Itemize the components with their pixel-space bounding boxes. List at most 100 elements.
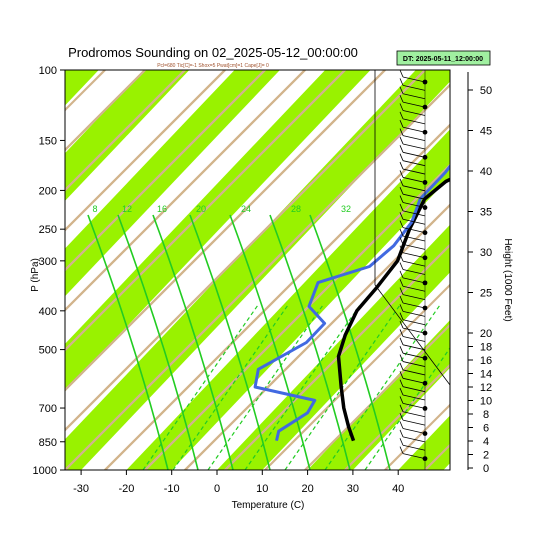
- moist-adiabat-line: [144, 163, 450, 470]
- sounding-profiles: [253, 163, 450, 442]
- wind-barb-staff: [402, 269, 426, 275]
- wind-barb-flag: [399, 396, 404, 404]
- wind-barbs: [374, 69, 451, 470]
- x-tick-label: 30: [347, 483, 359, 495]
- wind-barb-flag: [399, 329, 404, 337]
- wind-barb-flag: [399, 362, 404, 371]
- wind-barb-staff: [402, 377, 426, 384]
- mixing-ratio-line: [364, 346, 450, 470]
- height-tick-label: 4: [483, 436, 489, 448]
- saturated-adiabat-line: [87, 214, 169, 470]
- wind-barb-staff: [402, 403, 426, 409]
- y-tick-label: 100: [39, 65, 57, 77]
- wind-barb-flag: [399, 262, 404, 270]
- wind-barb-staff: [402, 336, 426, 342]
- wind-barb-staff: [402, 361, 426, 367]
- wind-barb-staff: [402, 177, 426, 183]
- wind-barb-flag: [399, 178, 404, 186]
- y-tick-label: 250: [39, 224, 57, 236]
- y-tick-label: 1000: [33, 465, 57, 477]
- wind-barb-flag: [399, 346, 404, 354]
- y-tick-label: 500: [39, 345, 57, 357]
- height-tick-label: 6: [483, 423, 489, 435]
- wind-barb-staff: [402, 84, 426, 91]
- wind-barb-staff: [402, 227, 426, 234]
- temperature-line: [336, 177, 450, 442]
- saturated-adiabat-line: [117, 214, 199, 470]
- x-tick-label: -20: [118, 483, 134, 495]
- dry-adiabat-line: [344, 363, 450, 470]
- dt-label: DT: 2025-05-11_12:00:00: [403, 56, 483, 63]
- height-tick-label: 30: [480, 247, 492, 259]
- x-tick-label: 20: [301, 483, 313, 495]
- wind-barb-flag: [399, 404, 404, 412]
- wind-station-dot: [422, 330, 428, 336]
- chart-title: Prodromos Sounding on 02_2025-05-12_00:0…: [68, 45, 358, 60]
- chart-subtitle: Pcl=680 Tic[C]=-1 Shox=5 Pwat[cm]=1 Cape…: [157, 63, 269, 69]
- x-tick-label: 0: [214, 483, 220, 495]
- wind-barb-staff: [402, 185, 426, 192]
- wind-station-dot: [422, 456, 428, 462]
- wind-barb-flag: [399, 412, 404, 421]
- mixing-ratio-label: 8: [92, 204, 97, 214]
- mixing-ratio-line: [244, 304, 361, 470]
- wind-barb-flag: [399, 111, 404, 120]
- saturated-adiabat-line: [189, 214, 271, 470]
- saturated-adiabat-line: [229, 214, 311, 470]
- mixing-ratio-label: 12: [122, 204, 132, 214]
- wind-station-dot: [422, 205, 428, 210]
- wind-barb-staff: [402, 76, 426, 83]
- height-tick-label: 18: [480, 342, 492, 354]
- wind-barb-flag: [399, 187, 404, 195]
- wind-barb-staff: [402, 110, 426, 116]
- wind-barb-flag: [399, 103, 404, 111]
- moist-adiabat-line: [65, 70, 346, 352]
- wind-barb-flag: [399, 78, 404, 86]
- wind-barb-flag: [399, 438, 404, 446]
- isotherm-band: [65, 70, 190, 201]
- height-tick-label: 50: [480, 85, 492, 97]
- wind-barb-staff: [402, 444, 426, 451]
- height-tick-label: 12: [480, 382, 492, 394]
- wind-barb-flag: [399, 287, 404, 295]
- isotherm-band: [126, 129, 450, 470]
- y-tick-label: 850: [39, 437, 57, 449]
- wind-barb-staff: [402, 244, 426, 250]
- y-tick-label: 150: [39, 135, 57, 147]
- wind-barb-flag: [399, 379, 404, 387]
- wind-barb-flag: [399, 136, 404, 145]
- wind-barb-flag: [399, 128, 404, 136]
- height-tick-label: 2: [483, 450, 489, 462]
- plot-frame: [64, 69, 451, 471]
- wind-station-dot: [422, 431, 428, 436]
- mixing-ratio-label: 28: [291, 204, 301, 214]
- moist-adiabat-line: [65, 83, 450, 470]
- x-tick-label: 40: [392, 483, 404, 495]
- wind-barb-staff: [402, 352, 426, 359]
- isotherm-band: [65, 70, 450, 470]
- height-tick-label: 20: [480, 328, 492, 340]
- wind-station-dot: [422, 380, 428, 386]
- isotherm-band: [65, 70, 371, 392]
- y-axis-ticks: 100 150 200 250 300 400 500 700 850 1000: [33, 65, 65, 477]
- height-tick-label: 35: [480, 207, 492, 219]
- mixing-ratio-label: 32: [341, 204, 351, 214]
- mixing-ratio-label: 16: [157, 204, 167, 214]
- moist-adiabat-line: [65, 70, 386, 392]
- wind-barb-flag: [399, 304, 404, 312]
- wind-barb-flag: [399, 120, 404, 128]
- dewpoint-line: [253, 163, 450, 442]
- wind-barb-flag: [399, 253, 404, 262]
- wind-station-dot: [422, 79, 428, 85]
- wind-barb-staff: [402, 252, 426, 259]
- wind-station-dot: [422, 230, 428, 236]
- height-axis-label: Height (1000 Feet): [502, 238, 513, 321]
- wind-barb-staff: [402, 160, 426, 167]
- moist-adiabat-line: [65, 70, 426, 432]
- wind-station-dot: [422, 255, 428, 261]
- wind-barb-staff: [402, 411, 426, 418]
- height-tick-label: 16: [480, 355, 492, 367]
- wind-barb-staff: [402, 277, 426, 284]
- mixing-ratio-line: [207, 304, 324, 470]
- y-tick-label: 400: [39, 306, 57, 318]
